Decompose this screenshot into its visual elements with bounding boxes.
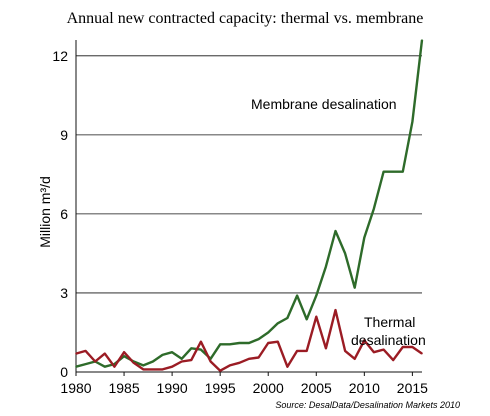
thermal-data-point	[344, 350, 346, 352]
thermal-data-point	[286, 365, 289, 368]
thermal-data-point	[200, 340, 202, 343]
thermal-data-point	[363, 339, 366, 342]
thermal-data-point	[421, 352, 423, 355]
membrane-data-point	[334, 230, 337, 232]
thermal-data-point	[104, 352, 106, 355]
x-tick-label: 2015	[397, 380, 428, 396]
thermal-data-point	[277, 340, 279, 343]
y-axis-label: Million m³/d	[37, 176, 53, 248]
thermal-data-point	[353, 358, 356, 360]
membrane-data-point	[277, 322, 279, 325]
x-tick-label: 2010	[349, 380, 380, 396]
membrane-data-point	[296, 294, 298, 297]
x-tick-label: 1980	[60, 380, 91, 396]
thermal-data-point	[152, 368, 154, 371]
thermal-data-point	[296, 350, 298, 352]
thermal-data-point	[334, 309, 337, 311]
tick-labels: 0 3 6 9 12 1980 1985 1990 1995 2000 2005 2010 2015	[52, 48, 428, 396]
thermal-data-point	[75, 352, 77, 355]
thermal-data-point	[305, 350, 308, 352]
thermal-series-label-line1: Thermal	[364, 314, 415, 330]
thermal-data-point	[248, 358, 250, 360]
thermal-data-point	[267, 342, 270, 344]
x-tick-label: 2000	[253, 380, 284, 396]
thermal-data-point	[392, 359, 394, 361]
y-tick-label: 6	[60, 206, 68, 222]
thermal-data-point	[401, 346, 404, 348]
x-tick-label: 2005	[301, 380, 332, 396]
membrane-data-point	[315, 294, 318, 297]
y-tick-label: 0	[60, 364, 68, 380]
membrane-data-point	[238, 342, 241, 344]
membrane-data-point	[161, 354, 164, 356]
x-tick-label: 1985	[108, 380, 139, 396]
thermal-data-point	[209, 360, 212, 363]
membrane-data-point	[104, 365, 106, 368]
membrane-data-point	[142, 364, 145, 367]
thermal-data-point	[84, 350, 87, 352]
series-points	[75, 39, 423, 372]
membrane-data-point	[219, 343, 221, 346]
membrane-data-point	[84, 363, 87, 365]
membrane-data-point	[363, 236, 366, 239]
membrane-data-point	[171, 351, 173, 354]
thermal-data-point	[161, 368, 164, 371]
membrane-data-point	[248, 342, 250, 344]
membrane-data-point	[152, 360, 154, 363]
thermal-data-point	[94, 360, 97, 363]
axes	[75, 40, 422, 376]
thermal-data-point	[113, 365, 116, 368]
thermal-data-point	[228, 364, 231, 367]
thermal-data-point	[219, 369, 221, 372]
y-tick-label: 9	[60, 127, 68, 143]
membrane-data-point	[344, 252, 346, 255]
membrane-data-point	[411, 120, 414, 123]
y-tick-label: 12	[52, 48, 68, 64]
chart-title: Annual new contracted capacity: thermal …	[67, 10, 424, 27]
thermal-data-point	[171, 365, 173, 368]
membrane-data-point	[325, 265, 327, 268]
membrane-data-point	[353, 286, 356, 289]
membrane-data-point	[228, 343, 231, 346]
membrane-data-point	[373, 207, 375, 210]
membrane-data-point	[113, 363, 116, 365]
thermal-data-point	[180, 360, 183, 363]
membrane-data-point	[382, 170, 385, 173]
membrane-data-point	[209, 358, 212, 360]
thermal-data-point	[123, 351, 125, 354]
membrane-data-point	[392, 170, 394, 173]
thermal-data-point	[238, 361, 241, 364]
thermal-data-point	[382, 348, 385, 351]
membrane-series-label: Membrane desalination	[251, 96, 397, 112]
membrane-data-point	[401, 170, 404, 173]
y-tick-label: 3	[60, 285, 68, 301]
membrane-data-point	[132, 360, 135, 363]
thermal-series-label-line2: desalination	[351, 332, 426, 348]
thermal-data-point	[132, 361, 135, 364]
x-tick-label: 1990	[157, 380, 188, 396]
thermal-data-point	[142, 368, 145, 371]
membrane-data-point	[190, 347, 193, 350]
thermal-data-point	[373, 351, 375, 354]
membrane-data-point	[421, 39, 423, 41]
membrane-data-point	[180, 358, 183, 360]
membrane-data-point	[123, 355, 125, 357]
x-tick-label: 1995	[205, 380, 236, 396]
thermal-data-point	[257, 356, 260, 359]
thermal-data-point	[315, 315, 318, 318]
membrane-data-point	[305, 318, 308, 321]
membrane-data-point	[286, 317, 289, 319]
membrane-data-point	[267, 331, 270, 334]
membrane-data-point	[257, 338, 260, 340]
thermal-data-point	[411, 346, 414, 348]
membrane-data-point	[200, 348, 202, 351]
gridlines	[76, 55, 422, 294]
membrane-data-point	[75, 365, 77, 368]
thermal-data-point	[325, 347, 327, 350]
thermal-data-point	[190, 359, 193, 361]
source-note: Source: DesalData/Desalination Markets 2…	[275, 400, 460, 410]
